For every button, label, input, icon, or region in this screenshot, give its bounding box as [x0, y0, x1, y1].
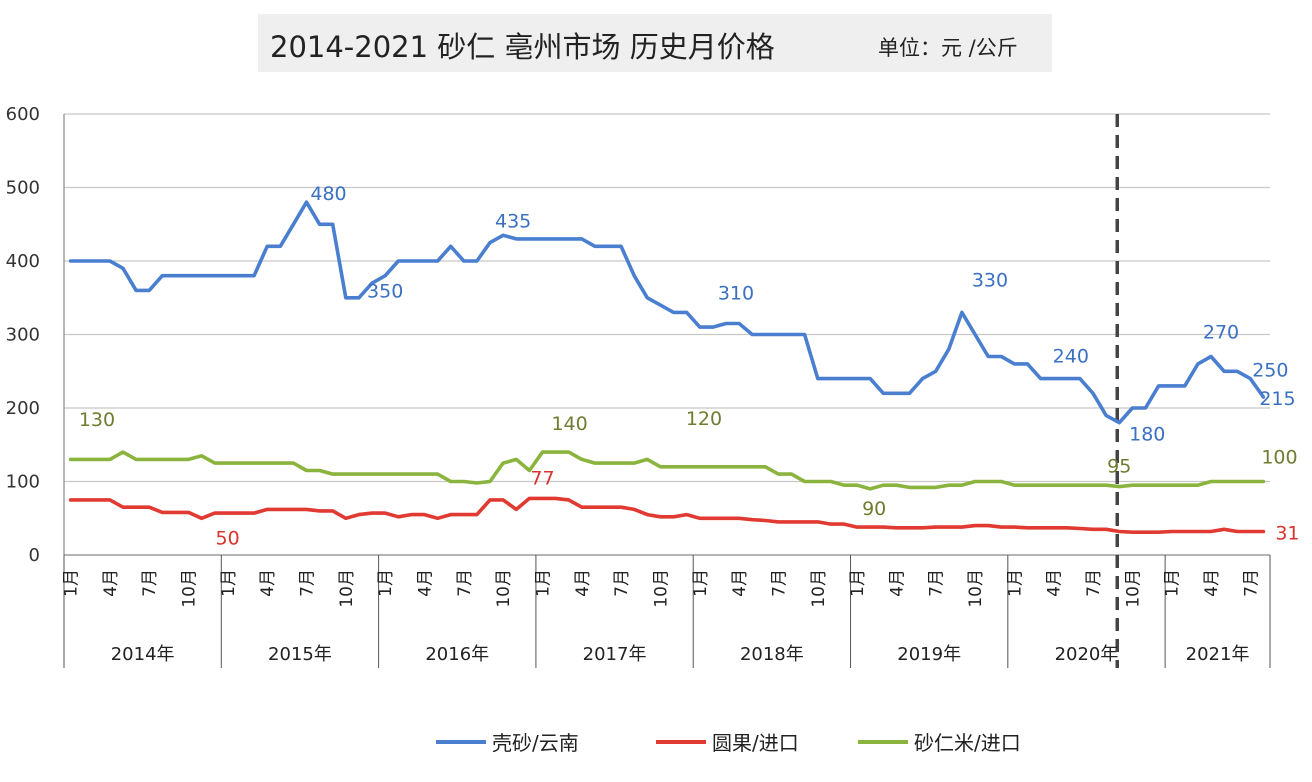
y-tick-label: 200	[6, 398, 40, 419]
data-label: 130	[79, 409, 115, 431]
month-tick-label: 4月	[258, 569, 278, 597]
data-label: 480	[310, 183, 346, 205]
month-tick-label: 10月	[1123, 569, 1143, 608]
data-label: 120	[686, 408, 722, 430]
x-axis: 2014年 1月 4月 7月 10月 2015年 1月 4月 7月 10月 2016年 1月 4月 7月 1…	[62, 555, 1271, 668]
year-label: 2016年	[425, 644, 489, 665]
month-tick-label: 10月	[494, 569, 514, 608]
month-tick-label: 4月	[1202, 569, 1222, 597]
month-tick-label: 4月	[1045, 569, 1065, 597]
data-label: 100	[1261, 447, 1297, 469]
month-tick-label: 1月	[376, 569, 396, 597]
year-label: 2017年	[583, 644, 647, 665]
data-label: 50	[216, 527, 240, 549]
y-axis: 0 100 200 300 400 500 600	[6, 104, 65, 566]
month-tick-label: 7月	[927, 569, 947, 597]
month-tick-label: 1月	[848, 569, 868, 597]
year-label: 2018年	[740, 644, 804, 665]
month-tick-label: 4月	[730, 569, 750, 597]
y-tick-label: 400	[6, 251, 40, 272]
month-tick-label: 7月	[612, 569, 632, 597]
month-tick-label: 7月	[298, 569, 318, 597]
data-label: 240	[1053, 346, 1089, 368]
data-label: 180	[1129, 424, 1165, 446]
data-label: 350	[367, 281, 403, 303]
data-label: 270	[1203, 322, 1239, 344]
data-label: 215	[1259, 388, 1295, 410]
data-label: 90	[862, 498, 886, 520]
month-tick-label: 1月	[62, 569, 82, 597]
year-label: 2020年	[1055, 644, 1119, 665]
y-tick-label: 0	[29, 545, 40, 566]
year-label: 2014年	[111, 644, 175, 665]
chart-unit: 单位：元 /公斤	[878, 36, 1018, 60]
legend-label: 壳砂/云南	[492, 731, 579, 755]
year-label: 2019年	[897, 644, 961, 665]
month-tick-label: 1月	[219, 569, 239, 597]
y-tick-label: 500	[6, 178, 40, 199]
series-lines	[68, 200, 1266, 535]
legend-label: 砂仁米/进口	[914, 731, 1021, 755]
data-label: 435	[495, 210, 531, 232]
month-tick-label: 4月	[101, 569, 121, 597]
month-tick-label: 1月	[533, 569, 553, 597]
month-tick-label: 4月	[573, 569, 593, 597]
data-label: 250	[1252, 360, 1288, 382]
data-label: 140	[551, 413, 587, 435]
month-tick-label: 10月	[966, 569, 986, 608]
data-label: 95	[1107, 456, 1131, 478]
legend-label: 圆果/进口	[712, 731, 799, 755]
legend: 壳砂/云南 圆果/进口 砂仁米/进口	[436, 731, 1021, 755]
y-tick-label: 100	[6, 472, 40, 493]
series-line-1	[68, 200, 1266, 425]
month-tick-label: 4月	[415, 569, 435, 597]
month-tick-label: 10月	[180, 569, 200, 608]
data-labels: 480 350 435 310 330 240 180 270 250 215 50 77 31 130 1…	[79, 183, 1300, 549]
series-line-2	[68, 496, 1266, 535]
y-tick-label: 600	[6, 104, 40, 125]
month-tick-label: 7月	[140, 569, 160, 597]
month-tick-label: 7月	[1084, 569, 1104, 597]
month-tick-label: 7月	[769, 569, 789, 597]
month-tick-label: 1月	[1163, 569, 1183, 597]
month-tick-label: 1月	[691, 569, 711, 597]
title-box: 2014-2021 砂仁 亳州市场 历史月价格 单位：元 /公斤	[258, 14, 1052, 72]
series-line-3	[68, 450, 1266, 491]
year-label: 2015年	[268, 644, 332, 665]
chart-title: 2014-2021 砂仁 亳州市场 历史月价格	[270, 30, 775, 64]
year-label: 2021年	[1186, 644, 1250, 665]
data-label: 330	[972, 269, 1008, 291]
data-label: 31	[1275, 522, 1299, 544]
month-tick-label: 7月	[1241, 569, 1261, 597]
month-tick-label: 10月	[337, 569, 357, 608]
data-label: 310	[718, 282, 754, 304]
month-tick-label: 7月	[455, 569, 475, 597]
month-tick-label: 10月	[651, 569, 671, 608]
grid	[64, 113, 1270, 668]
month-tick-label: 10月	[809, 569, 829, 608]
y-tick-label: 300	[6, 325, 40, 346]
data-label: 77	[530, 467, 554, 489]
month-tick-label: 1月	[1005, 569, 1025, 597]
month-tick-label: 4月	[887, 569, 907, 597]
